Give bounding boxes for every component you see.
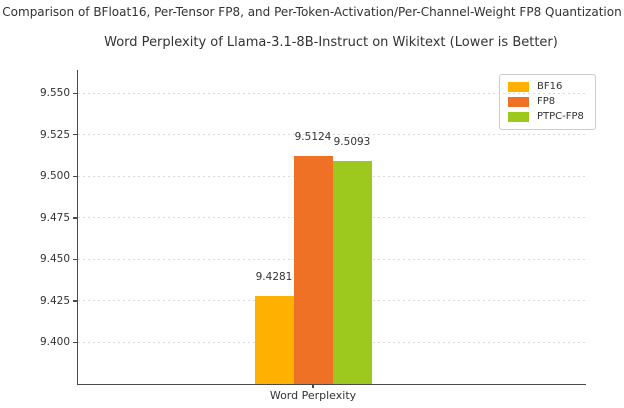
legend-label: FP8 xyxy=(537,96,556,107)
x-tick-mark xyxy=(312,384,314,388)
gridline xyxy=(78,134,586,136)
legend-swatch-bf16 xyxy=(508,82,529,92)
value-label-bf16: 9.4281 xyxy=(255,270,293,283)
bar-bf16 xyxy=(254,295,294,384)
y-tick-mark xyxy=(73,300,78,302)
gridline xyxy=(78,92,586,94)
y-tick-mark xyxy=(73,92,78,94)
y-tick-mark xyxy=(73,134,78,136)
figure-suptitle: Comparison of BFloat16, Per-Tensor FP8, … xyxy=(2,5,622,19)
y-tick-label: 9.550 xyxy=(39,87,70,100)
y-tick-label: 9.450 xyxy=(39,253,70,266)
value-label-fp8: 9.5124 xyxy=(294,130,332,143)
y-tick-label: 9.400 xyxy=(39,336,70,349)
legend-label: PTPC-FP8 xyxy=(537,111,584,122)
plot-area: Word Perplexity BF16 FP8 PTPC-FP8 9.400 9.4… xyxy=(40,70,596,402)
legend-swatch-ptpc-fp8 xyxy=(508,112,529,122)
y-tick-mark xyxy=(73,175,78,177)
y-tick-label: 9.525 xyxy=(39,128,70,141)
y-tick-label: 9.425 xyxy=(39,294,70,307)
legend-item-fp8: FP8 xyxy=(508,96,584,108)
bar-fp8 xyxy=(293,155,333,384)
legend: BF16 FP8 PTPC-FP8 xyxy=(499,74,596,130)
x-axis-label: Word Perplexity xyxy=(269,389,357,402)
legend-item-ptpc-fp8: PTPC-FP8 xyxy=(508,111,584,123)
y-tick-mark xyxy=(73,217,78,219)
chart-title: Word Perplexity of Llama-3.1-8B-Instruct… xyxy=(104,35,558,50)
y-tick-label: 9.500 xyxy=(39,170,70,183)
y-tick-mark xyxy=(73,341,78,344)
legend-swatch-fp8 xyxy=(508,97,529,107)
y-tick-label: 9.475 xyxy=(39,211,70,224)
value-label-ptpc-fp8: 9.5093 xyxy=(333,135,371,148)
legend-item-bf16: BF16 xyxy=(508,81,584,93)
bar-ptpc-fp8 xyxy=(332,160,372,384)
y-tick-mark xyxy=(73,258,78,261)
legend-label: BF16 xyxy=(537,81,563,92)
